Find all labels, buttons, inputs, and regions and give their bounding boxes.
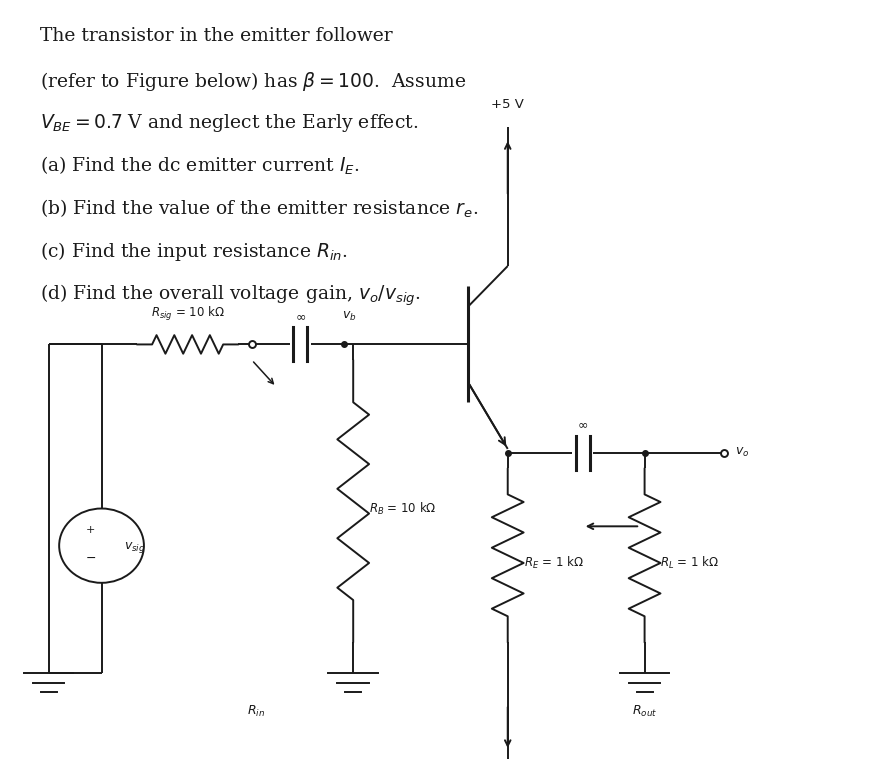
Text: (b) Find the value of the emitter resistance $r_e$.: (b) Find the value of the emitter resist… (40, 197, 478, 220)
Text: $V_{BE} = 0.7$ V and neglect the Early effect.: $V_{BE} = 0.7$ V and neglect the Early e… (40, 112, 418, 134)
Text: $R_B$ = 10 k$\Omega$: $R_B$ = 10 k$\Omega$ (369, 501, 437, 517)
Text: +: + (87, 526, 95, 535)
Text: $R_E$ = 1 k$\Omega$: $R_E$ = 1 k$\Omega$ (524, 555, 584, 571)
Text: (a) Find the dc emitter current $I_E$.: (a) Find the dc emitter current $I_E$. (40, 155, 359, 177)
Text: $R_L$ = 1 k$\Omega$: $R_L$ = 1 k$\Omega$ (660, 555, 720, 571)
Text: $R_{sig}$ = 10 k$\Omega$: $R_{sig}$ = 10 k$\Omega$ (151, 305, 224, 323)
Text: The transistor in the emitter follower: The transistor in the emitter follower (40, 27, 392, 45)
Text: −: − (86, 553, 96, 565)
Text: $\infty$: $\infty$ (577, 418, 588, 431)
Text: +5 V: +5 V (491, 98, 525, 111)
Text: $v_o$: $v_o$ (735, 447, 749, 459)
Text: $\infty$: $\infty$ (295, 310, 306, 323)
Text: (c) Find the input resistance $R_{in}$.: (c) Find the input resistance $R_{in}$. (40, 240, 348, 263)
Text: $R_{out}$: $R_{out}$ (632, 704, 657, 720)
Text: (d) Find the overall voltage gain, $v_o/v_{sig}$.: (d) Find the overall voltage gain, $v_o/… (40, 283, 420, 308)
Text: $R_{in}$: $R_{in}$ (247, 704, 265, 720)
Text: (refer to Figure below) has $\beta = 100$.  Assume: (refer to Figure below) has $\beta = 100… (40, 70, 466, 93)
Text: $v_{sig}$: $v_{sig}$ (124, 540, 145, 556)
Text: $v_b$: $v_b$ (342, 310, 356, 323)
